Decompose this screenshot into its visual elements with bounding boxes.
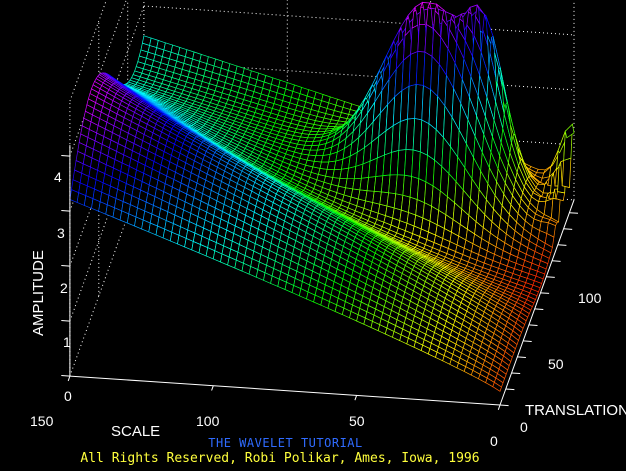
mesh-cell — [561, 157, 572, 188]
translation-tick-mark — [540, 292, 550, 294]
wavelet-mesh — [69, 1, 575, 392]
z-tick-mark — [61, 375, 70, 377]
translation-tick-mark — [534, 308, 544, 310]
z-tick: 4 — [54, 169, 62, 185]
z-tick-mark — [61, 155, 70, 157]
scale-tick: 50 — [349, 413, 365, 429]
translation-tick-mark — [528, 324, 538, 326]
translation-tick-mark — [551, 260, 561, 262]
translation-tick: 100 — [578, 290, 602, 306]
scale-tick: 100 — [196, 413, 220, 429]
translation-tick-mark — [569, 212, 579, 214]
translation-tick-mark — [546, 276, 555, 278]
scale-tick-mark — [354, 395, 358, 401]
scale-axis-ticks: 150 100 50 0 — [30, 413, 498, 449]
scale-axis-label: SCALE — [111, 423, 160, 440]
mesh-cell — [551, 197, 561, 223]
z-tick-mark — [61, 320, 70, 322]
grid-line — [143, 5, 575, 36]
z-tick-mark — [61, 210, 70, 212]
translation-tick-mark — [563, 228, 573, 230]
grid-line — [69, 0, 127, 157]
grid-line — [69, 115, 145, 322]
translation-axis-ticks: 0 50 100 — [520, 290, 602, 435]
grid-line — [69, 0, 107, 102]
translation-tick-mark — [523, 340, 532, 342]
translation-tick-mark — [499, 404, 509, 407]
scale-tick: 0 — [490, 433, 498, 449]
translation-tick: 0 — [520, 419, 528, 435]
z-tick: 0 — [64, 388, 72, 404]
copyright-notice: All Rights Reserved, Robi Polikar, Ames,… — [80, 451, 480, 466]
translation-tick-mark — [557, 244, 567, 246]
scale-axis-line — [69, 375, 501, 406]
mesh-cell — [564, 123, 575, 139]
translation-tick-mark — [505, 388, 515, 391]
translation-axis-label: TRANSLATION — [525, 402, 626, 419]
translation-axis-line — [499, 199, 575, 406]
translation-tick-mark — [517, 356, 526, 358]
translation-tick: 50 — [548, 356, 564, 372]
z-tick: 1 — [63, 334, 71, 350]
scale-tick-mark — [211, 385, 214, 391]
scale-tick: 150 — [30, 413, 54, 429]
tutorial-title: THE WAVELET TUTORIAL — [208, 436, 363, 450]
z-tick-mark — [61, 265, 70, 267]
z-tick: 2 — [60, 280, 68, 296]
grid-line — [69, 170, 145, 377]
translation-tick-mark — [511, 372, 521, 374]
z-axis-ticks: 4 3 2 1 0 — [54, 169, 72, 404]
grid-line — [69, 60, 145, 267]
z-axis-label: AMPLITUDE — [30, 250, 47, 336]
scale-tick-mark — [67, 375, 71, 382]
scale-tick-mark — [497, 404, 501, 410]
z-tick: 3 — [57, 225, 65, 241]
axes — [61, 145, 579, 410]
